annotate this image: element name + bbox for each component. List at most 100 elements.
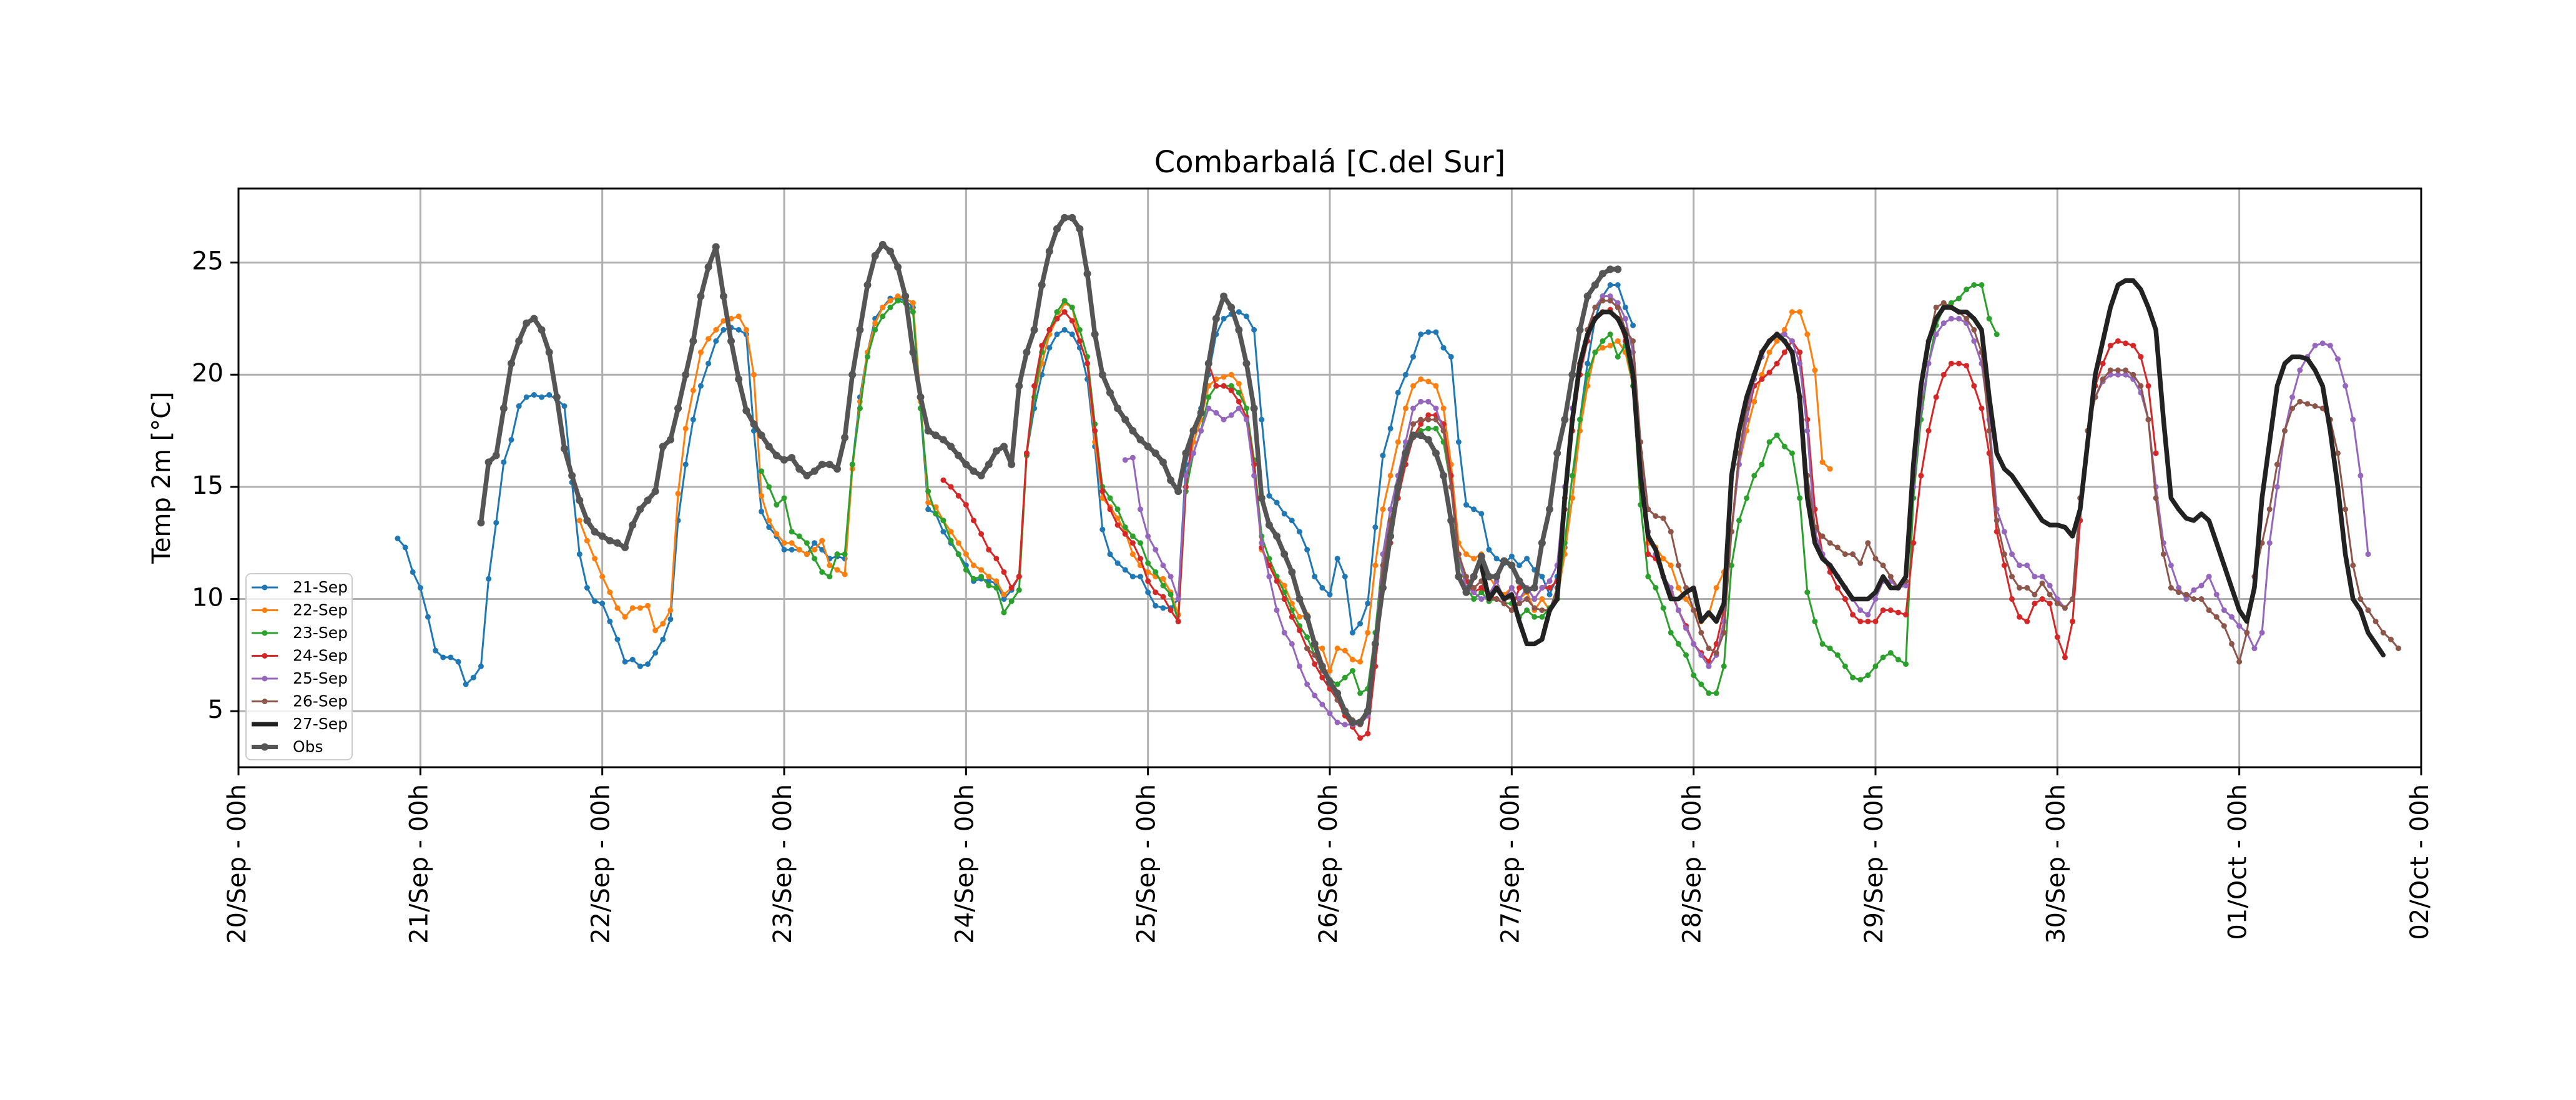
data-point <box>1600 298 1606 304</box>
data-point <box>1221 315 1227 322</box>
data-point <box>1107 551 1113 557</box>
y-tick-label: 5 <box>208 695 224 724</box>
data-point <box>561 403 568 410</box>
x-tick-label: 01/Oct - 00h <box>2224 784 2253 940</box>
data-point <box>848 371 857 379</box>
data-point <box>1470 572 1478 581</box>
data-point <box>1281 511 1287 517</box>
data-point <box>2032 574 2038 580</box>
data-point <box>1380 506 1386 513</box>
data-point <box>1515 577 1523 585</box>
data-point <box>1349 629 1355 636</box>
data-point <box>492 451 500 459</box>
data-point <box>827 562 833 569</box>
data-point <box>1304 634 1310 641</box>
data-point <box>1607 343 1613 349</box>
data-point <box>1872 663 1879 669</box>
data-point <box>1236 309 1242 315</box>
data-point <box>1153 589 1159 596</box>
data-point <box>781 546 787 552</box>
data-point <box>895 298 901 304</box>
data-point <box>704 263 712 271</box>
data-point <box>636 505 644 513</box>
data-point <box>622 659 628 665</box>
data-point <box>568 471 576 479</box>
data-point <box>1508 607 1515 613</box>
data-point <box>2123 367 2129 373</box>
data-point <box>1107 506 1113 513</box>
data-point <box>606 537 614 545</box>
data-point <box>1630 322 1636 328</box>
data-point <box>598 532 606 540</box>
data-point <box>1106 388 1114 396</box>
data-point <box>2396 646 2402 652</box>
data-point <box>910 300 916 306</box>
data-point <box>1424 436 1432 444</box>
data-point <box>1606 265 1615 273</box>
data-point <box>2372 618 2379 624</box>
data-point <box>1774 338 1780 344</box>
data-point <box>1227 303 1236 312</box>
data-point <box>2024 585 2030 591</box>
data-point <box>629 521 637 529</box>
data-point <box>2334 356 2341 362</box>
data-point <box>886 247 894 255</box>
data-point <box>970 518 976 524</box>
data-point <box>963 502 969 508</box>
data-point <box>1933 331 1939 338</box>
data-point <box>1585 371 1591 378</box>
data-point <box>1257 494 1266 502</box>
data-point <box>2350 416 2356 423</box>
data-point <box>1553 449 1561 457</box>
data-point <box>1182 473 1189 479</box>
data-point <box>1365 601 1371 607</box>
data-point <box>1819 459 1826 465</box>
data-point <box>1016 574 1022 580</box>
data-point <box>2183 596 2190 602</box>
legend-label: 25-Sep <box>293 669 348 687</box>
data-point <box>872 320 878 327</box>
data-point <box>1151 449 1159 457</box>
data-point <box>1607 331 1613 338</box>
data-point <box>1463 574 1469 580</box>
data-point <box>1698 681 1704 687</box>
data-point <box>924 427 932 435</box>
data-point <box>1827 646 1833 652</box>
data-point <box>1008 585 1015 591</box>
data-point <box>1577 416 1583 423</box>
data-point <box>1122 524 1128 531</box>
data-point <box>2017 614 2023 620</box>
data-point <box>1054 331 1060 338</box>
x-tick-label: 28/Sep - 00h <box>1678 784 1707 944</box>
data-point <box>1615 300 1621 306</box>
data-point <box>1971 338 1977 344</box>
data-point <box>614 605 621 611</box>
data-point <box>1236 381 1242 387</box>
data-point <box>1979 282 1985 288</box>
data-point <box>1804 428 1811 434</box>
data-point <box>1462 588 1470 596</box>
data-point <box>2274 484 2280 490</box>
data-point <box>1295 595 1304 603</box>
x-tick-label: 26/Sep - 00h <box>1314 784 1343 944</box>
data-point <box>1319 674 1325 680</box>
data-point <box>1409 431 1417 440</box>
data-point <box>2054 601 2060 607</box>
data-point <box>925 499 932 506</box>
data-point <box>1114 515 1121 521</box>
data-point <box>977 471 985 479</box>
legend-marker <box>261 743 268 751</box>
data-point <box>2153 495 2159 501</box>
data-point <box>1221 383 1227 389</box>
data-point <box>667 607 674 613</box>
data-point <box>1940 320 1947 327</box>
data-point <box>1857 560 1864 566</box>
data-point <box>1850 674 1856 680</box>
data-point <box>1759 376 1765 382</box>
data-point <box>546 392 553 398</box>
data-point <box>2107 343 2113 349</box>
data-point <box>1797 349 1803 355</box>
data-point <box>1357 659 1364 665</box>
data-point <box>1948 300 1954 306</box>
data-point <box>545 348 553 356</box>
